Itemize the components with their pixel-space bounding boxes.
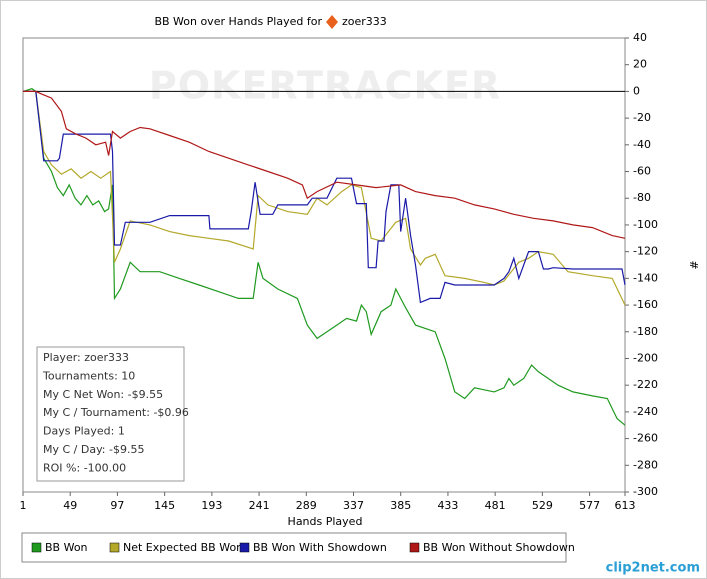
stat-line: Tournaments: 10 (42, 369, 135, 382)
x-tick-label: 481 (485, 499, 506, 512)
x-tick-label: 241 (249, 499, 270, 512)
x-tick-label: 577 (579, 499, 600, 512)
legend-swatch (409, 542, 420, 553)
legend-label: BB Won (45, 541, 88, 554)
y-tick-label: -120 (633, 245, 658, 258)
stat-line: Player: zoer333 (43, 351, 129, 364)
y-tick-label: -280 (633, 458, 658, 471)
stat-line: My C Net Won: -$9.55 (43, 388, 163, 401)
legend-swatch (109, 542, 120, 553)
x-tick-label: 433 (437, 499, 458, 512)
y-tick-label: -260 (633, 432, 658, 445)
y-tick-label: -20 (633, 111, 651, 124)
legend-swatch (31, 542, 42, 553)
stat-line: ROI %: -100.00 (43, 461, 126, 474)
stat-line: My C / Tournament: -$0.96 (43, 406, 189, 419)
y-tick-label: -140 (633, 271, 658, 284)
x-tick-label: 1 (20, 499, 27, 512)
y-tick-label: -180 (633, 325, 658, 338)
stat-line: Days Played: 1 (43, 425, 125, 438)
watermark: POKERTRACKER (149, 64, 501, 108)
stats-box (36, 346, 185, 482)
series-line (23, 90, 626, 306)
y-tick-label: 40 (633, 31, 647, 44)
y-tick-label: -80 (633, 191, 651, 204)
legend-label: Net Expected BB Won (123, 541, 243, 554)
x-tick-label: 193 (201, 499, 222, 512)
player-icon (326, 15, 338, 29)
x-tick-label: 289 (296, 499, 317, 512)
x-tick-label: 97 (110, 499, 124, 512)
series-line (23, 90, 626, 304)
y-tick-label: 20 (633, 58, 647, 71)
x-axis-label: Hands Played (288, 515, 363, 528)
y-tick-label: -60 (633, 165, 651, 178)
plot-area (22, 37, 626, 493)
series-line (22, 88, 626, 426)
y-tick-label: -200 (633, 351, 658, 364)
y-axis-label: # (688, 260, 701, 269)
legend-label: BB Won With Showdown (253, 541, 387, 554)
x-tick-label: 613 (615, 499, 636, 512)
x-tick-label: 145 (154, 499, 175, 512)
y-tick-label: -220 (633, 378, 658, 391)
chart-title: BB Won over Hands Played for (154, 15, 322, 28)
y-tick-label: -100 (633, 218, 658, 231)
x-tick-label: 529 (532, 499, 553, 512)
stat-line: My C / Day: -$9.55 (43, 443, 144, 456)
x-tick-label: 337 (343, 499, 364, 512)
legend-label: BB Won Without Showdown (423, 541, 575, 554)
player-name: zoer333 (342, 15, 387, 28)
y-tick-label: -240 (633, 405, 658, 418)
y-tick-label: -160 (633, 298, 658, 311)
x-tick-label: 385 (390, 499, 411, 512)
y-tick-label: 0 (633, 84, 640, 97)
y-tick-label: -40 (633, 138, 651, 151)
y-tick-label: -300 (633, 485, 658, 498)
legend-swatch (239, 542, 250, 553)
footer: clip2net.com (606, 561, 700, 576)
series-line (23, 90, 626, 239)
x-tick-label: 49 (63, 499, 77, 512)
